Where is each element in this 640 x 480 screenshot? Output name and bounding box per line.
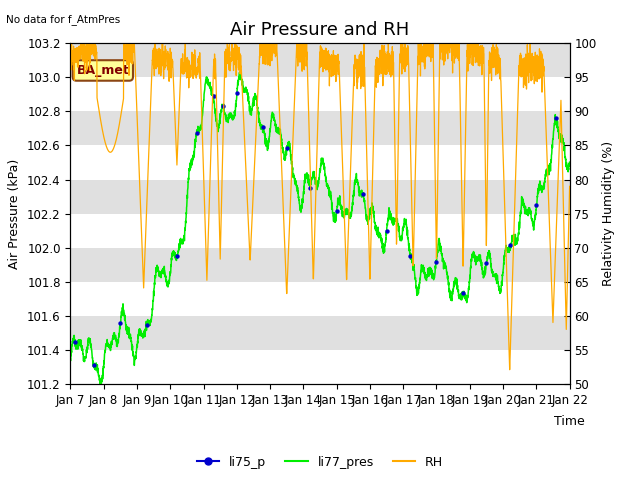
Bar: [70, 180, 570, 214]
Point: [551, 114, 561, 122]
Point: [259, 124, 269, 132]
Point: [232, 90, 242, 97]
Title: Air Pressure and RH: Air Pressure and RH: [230, 21, 410, 39]
Point: [381, 228, 392, 235]
Text: BA_met: BA_met: [76, 64, 129, 77]
Point: [172, 252, 182, 260]
Text: No data for f_AtmPres: No data for f_AtmPres: [6, 14, 121, 25]
Point: [115, 320, 125, 327]
Point: [209, 92, 219, 99]
Point: [481, 260, 492, 267]
Bar: [70, 350, 570, 384]
Y-axis label: Air Pressure (kPa): Air Pressure (kPa): [8, 158, 22, 269]
Point: [70, 338, 81, 346]
Bar: [70, 282, 570, 316]
Point: [458, 289, 468, 297]
Point: [358, 190, 369, 198]
Bar: [70, 145, 570, 180]
Bar: [70, 248, 570, 282]
Point: [218, 102, 228, 110]
Legend: li75_p, li77_pres, RH: li75_p, li77_pres, RH: [192, 451, 448, 474]
Point: [282, 144, 292, 152]
Point: [142, 321, 152, 328]
Point: [192, 129, 202, 137]
Bar: [70, 214, 570, 248]
Point: [305, 184, 315, 192]
Point: [88, 361, 99, 369]
Point: [531, 201, 541, 208]
Bar: [70, 43, 570, 77]
Bar: [70, 316, 570, 350]
Bar: [70, 111, 570, 145]
Bar: [70, 77, 570, 111]
Point: [504, 241, 515, 249]
Y-axis label: Relativity Humidity (%): Relativity Humidity (%): [602, 141, 615, 286]
Point: [404, 252, 415, 260]
Point: [332, 207, 342, 215]
Point: [431, 258, 442, 266]
X-axis label: Time: Time: [554, 415, 585, 428]
